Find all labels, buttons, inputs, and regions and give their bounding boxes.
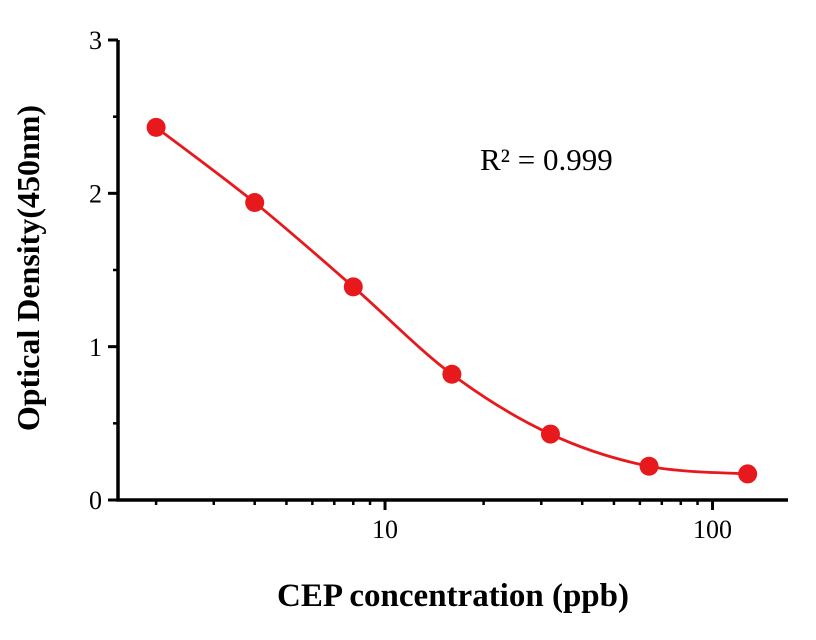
y-axis-title: Optical Density(450nm) — [10, 104, 46, 432]
y-tick-label: 1 — [89, 333, 102, 362]
x-axis: 10 100 — [154, 500, 732, 544]
data-point — [442, 364, 462, 384]
x-tick-label: 100 — [693, 515, 732, 544]
y-tick-label: 3 — [89, 26, 102, 55]
data-point — [343, 277, 363, 297]
data-point — [146, 117, 166, 137]
axis-spine — [116, 40, 788, 502]
data-point — [738, 464, 758, 484]
data-point — [245, 193, 265, 213]
y-tick-label: 2 — [89, 179, 102, 208]
r-squared-annotation: R² = 0.999 — [480, 142, 613, 177]
y-axis: 0 1 2 3 — [89, 26, 118, 515]
fit-curve — [155, 126, 748, 476]
data-point — [639, 456, 659, 476]
y-tick-label: 0 — [89, 486, 102, 515]
x-axis-title: CEP concentration (ppb) — [276, 578, 629, 614]
axes — [116, 40, 788, 502]
x-tick-label: 10 — [372, 515, 398, 544]
data-point — [540, 424, 560, 444]
data-points — [146, 117, 758, 484]
